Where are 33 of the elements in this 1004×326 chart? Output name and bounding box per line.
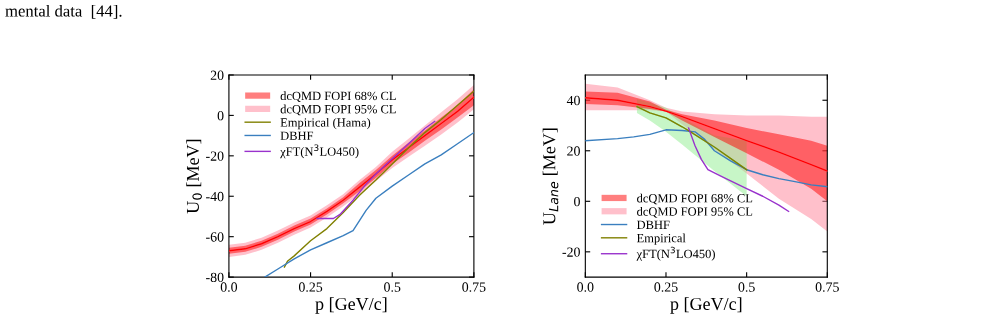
legend-label: dcQMD FOPI 68% CL <box>637 193 753 205</box>
legend-label: dcQMD FOPI 95% CL <box>637 206 753 218</box>
legend-label: DBHF <box>636 220 670 229</box>
x-tick-label: 0.5 <box>738 282 755 292</box>
y-tick-label: -60 <box>206 232 224 242</box>
legend-label: DBHF <box>280 131 314 140</box>
x-tick-label: 0.0 <box>577 282 594 292</box>
y-tick-label: 0 <box>217 110 224 121</box>
x-axis-title: p [GeV/c] <box>315 297 387 314</box>
legend-label: dcQMD FOPI 68% CL <box>280 91 396 103</box>
x-tick-label: 0.0 <box>220 282 238 292</box>
x-tick-label: 0.25 <box>654 282 678 292</box>
y-tick-label: 20 <box>210 70 224 80</box>
x-tick-label: 0.25 <box>298 282 323 292</box>
y-axis-title: U$_{0}$ [MeV] <box>186 139 202 214</box>
y-tick-label: -40 <box>206 191 224 202</box>
legend-label: Empirical <box>636 233 686 245</box>
y-tick-label: -80 <box>206 272 224 283</box>
legend-label: Empirical (Hama) <box>280 117 371 130</box>
text: mental data [44]. <box>5 4 122 19</box>
x-axis-title: p [GeV/c] <box>670 297 742 314</box>
x-tick-label: 0.75 <box>462 282 486 292</box>
y-tick-label: 0 <box>574 196 580 207</box>
legend-label: dcQMD FOPI 95% CL <box>280 104 396 116</box>
y-tick-label: -20 <box>206 151 224 161</box>
y-axis-title: U$_{Lane}$ [MeV] <box>542 128 559 225</box>
legend-label: χFT(N$^{3}$LO450) <box>636 246 715 261</box>
y-tick-label: 40 <box>566 95 580 106</box>
y-tick-label: -20 <box>562 247 580 257</box>
y-tick-label: 20 <box>567 146 580 156</box>
legend-label: χFT(N$^{3}$LO450) <box>280 144 359 159</box>
x-tick-label: 0.75 <box>815 282 839 292</box>
x-tick-label: 0.5 <box>384 282 401 292</box>
